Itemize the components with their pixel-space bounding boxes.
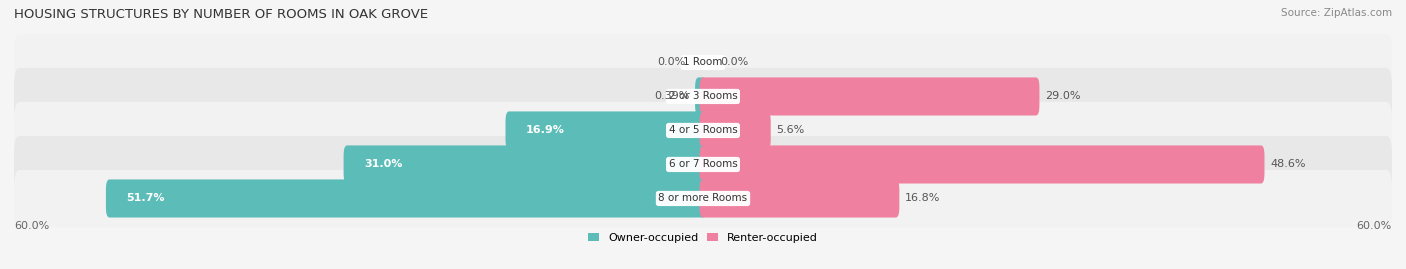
Text: 29.0%: 29.0% xyxy=(1045,91,1081,101)
Text: 5.6%: 5.6% xyxy=(776,125,804,136)
FancyBboxPatch shape xyxy=(14,170,1392,227)
Legend: Owner-occupied, Renter-occupied: Owner-occupied, Renter-occupied xyxy=(583,228,823,247)
Text: 6 or 7 Rooms: 6 or 7 Rooms xyxy=(669,160,737,169)
FancyBboxPatch shape xyxy=(343,146,706,183)
Text: 4 or 5 Rooms: 4 or 5 Rooms xyxy=(669,125,737,136)
Text: 51.7%: 51.7% xyxy=(127,193,165,203)
FancyBboxPatch shape xyxy=(695,77,706,115)
Text: 60.0%: 60.0% xyxy=(1357,221,1392,231)
FancyBboxPatch shape xyxy=(700,179,900,218)
Text: 8 or more Rooms: 8 or more Rooms xyxy=(658,193,748,203)
FancyBboxPatch shape xyxy=(700,146,1264,183)
FancyBboxPatch shape xyxy=(14,136,1392,193)
FancyBboxPatch shape xyxy=(14,102,1392,159)
Text: 0.0%: 0.0% xyxy=(658,58,686,68)
Text: HOUSING STRUCTURES BY NUMBER OF ROOMS IN OAK GROVE: HOUSING STRUCTURES BY NUMBER OF ROOMS IN… xyxy=(14,8,429,21)
Text: 0.39%: 0.39% xyxy=(654,91,689,101)
Text: 60.0%: 60.0% xyxy=(14,221,49,231)
FancyBboxPatch shape xyxy=(700,111,770,150)
FancyBboxPatch shape xyxy=(14,68,1392,125)
FancyBboxPatch shape xyxy=(506,111,706,150)
Text: 48.6%: 48.6% xyxy=(1270,160,1306,169)
Text: 1 Room: 1 Room xyxy=(683,58,723,68)
FancyBboxPatch shape xyxy=(700,77,1039,115)
Text: Source: ZipAtlas.com: Source: ZipAtlas.com xyxy=(1281,8,1392,18)
Text: 31.0%: 31.0% xyxy=(364,160,402,169)
Text: 16.9%: 16.9% xyxy=(526,125,565,136)
Text: 2 or 3 Rooms: 2 or 3 Rooms xyxy=(669,91,737,101)
FancyBboxPatch shape xyxy=(14,34,1392,91)
Text: 0.0%: 0.0% xyxy=(720,58,748,68)
FancyBboxPatch shape xyxy=(105,179,706,218)
Text: 16.8%: 16.8% xyxy=(905,193,941,203)
